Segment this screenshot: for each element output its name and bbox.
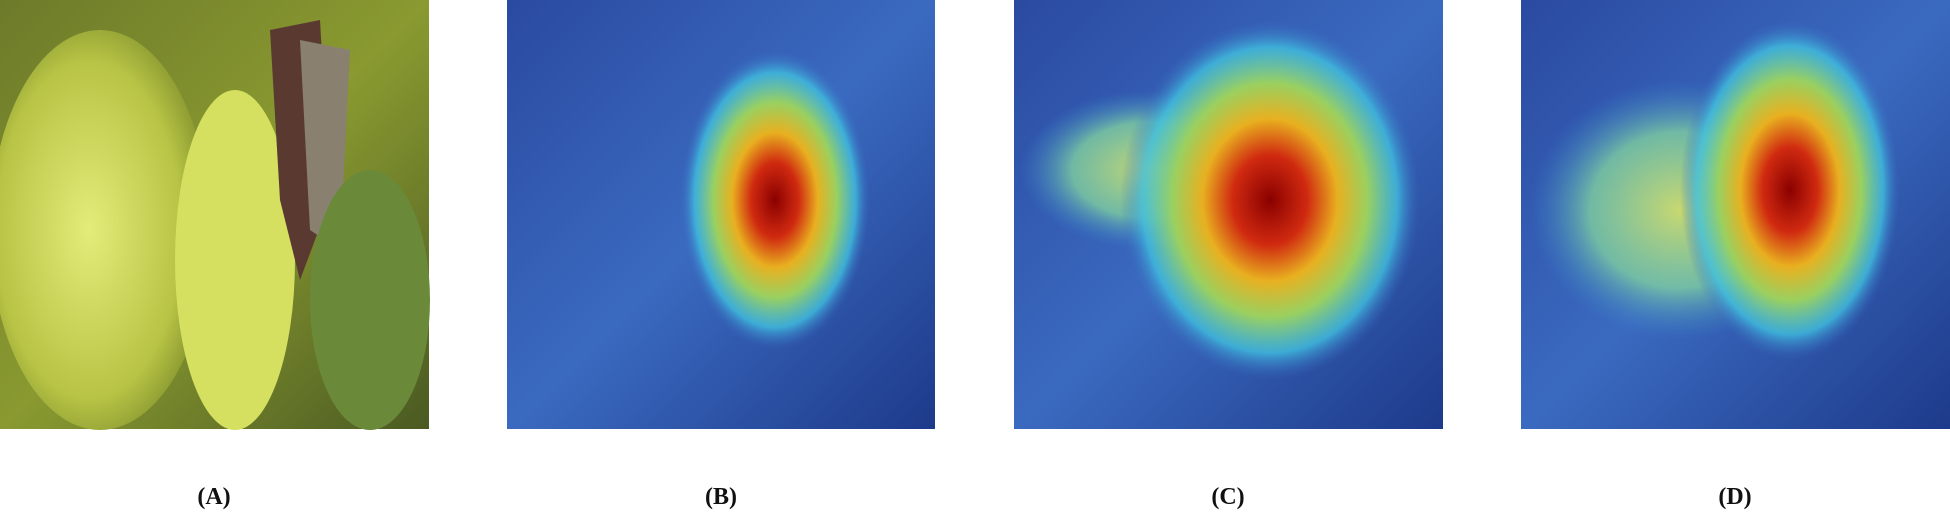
panel-label: (A) [197, 484, 230, 510]
panel-d-image [1521, 0, 1950, 429]
panel-label: (C) [1211, 484, 1244, 510]
panel-label: (D) [1718, 484, 1751, 510]
panel-c-image [1014, 0, 1443, 429]
panel-b-image [507, 0, 935, 429]
panel-label: (B) [705, 484, 737, 510]
panel-a-image [0, 0, 430, 430]
